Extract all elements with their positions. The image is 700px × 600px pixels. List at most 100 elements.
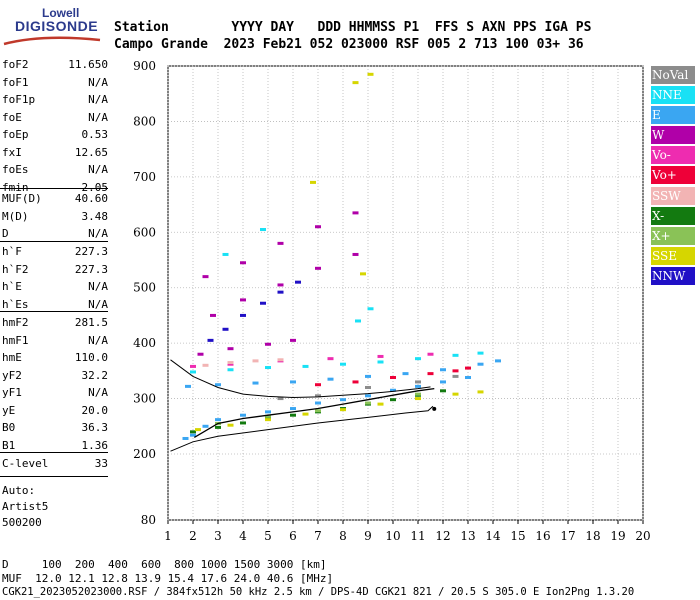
x-tick-label: 2	[189, 529, 197, 543]
param-row: M(D) 3.48	[2, 210, 108, 226]
y-tick-label: 80	[141, 513, 156, 527]
param-value: 11.650	[68, 58, 108, 71]
scatter-point	[402, 372, 409, 376]
param-name: foF2	[2, 58, 29, 71]
scatter-point	[452, 353, 459, 357]
legend-item: X+	[651, 226, 695, 245]
scatter-point	[210, 313, 216, 317]
param-value: 0.53	[81, 128, 109, 141]
logo-digisonde-text: DIGISONDE	[15, 18, 99, 34]
param-name: B0	[2, 421, 16, 434]
scatter-point	[240, 261, 246, 265]
scatter-point	[352, 380, 359, 384]
scatter-point	[340, 362, 346, 366]
param-row: fxI 12.65	[2, 146, 108, 162]
scatter-point	[427, 372, 434, 376]
x-tick-label: 9	[364, 529, 372, 543]
param-row: yF1 N/A	[2, 386, 108, 402]
scatter-point	[240, 413, 246, 417]
y-tick-label: 500	[133, 281, 156, 295]
param-row: hmF2 281.5	[2, 316, 108, 332]
autoscale-label: Auto:	[2, 484, 36, 497]
param-row: h`E N/A	[2, 280, 108, 296]
x-tick-label: 8	[339, 529, 347, 543]
scatter-point	[310, 180, 316, 184]
scatter-point	[195, 428, 201, 432]
param-value: N/A	[88, 163, 108, 176]
param-row: hmE 110.0	[2, 351, 108, 367]
legend-item: Vo+	[651, 166, 695, 185]
scatter-point	[315, 266, 321, 270]
param-name: foEs	[2, 163, 29, 176]
scatter-point	[365, 394, 371, 398]
scatter-point	[495, 359, 501, 363]
digisonde-logo: Lowell DIGISONDE	[2, 6, 106, 46]
param-name: yF2	[2, 368, 22, 382]
scatter-point	[190, 430, 196, 434]
scatter-point	[202, 363, 209, 367]
param-value: 20.0	[81, 403, 109, 417]
param-divider	[0, 452, 108, 453]
param-row: hmF1 N/A	[2, 334, 108, 350]
x-tick-label: 1	[164, 529, 172, 543]
param-value: 1.36	[81, 438, 109, 452]
param-row: yF2 32.2	[2, 369, 108, 385]
scatter-point	[295, 280, 301, 284]
param-name: D	[2, 227, 9, 240]
x-tick-label: 12	[435, 529, 450, 543]
scatter-point	[190, 364, 196, 368]
param-divider	[0, 241, 108, 242]
scatter-point	[365, 374, 371, 378]
scatter-point	[227, 368, 234, 372]
param-value: 227.3	[74, 245, 108, 258]
footer-file-info: CGK21_2023052023000.RSF / 384fx512h 50 k…	[2, 586, 635, 598]
bottom-trace-curve	[170, 405, 434, 452]
scatter-point	[277, 241, 284, 245]
legend-item: Vo-	[651, 146, 695, 165]
param-row: foF1 N/A	[2, 76, 108, 92]
param-value: N/A	[88, 280, 108, 293]
legend-item: SSW	[651, 186, 695, 205]
x-tick-label: 13	[460, 529, 475, 543]
param-value: N/A	[88, 386, 108, 399]
param-name: C-level	[2, 457, 49, 470]
legend-item: W	[651, 126, 695, 145]
scatter-point	[222, 252, 229, 256]
scatter-point	[365, 401, 371, 405]
param-value: 40.60	[74, 192, 108, 205]
scatter-point	[260, 228, 266, 232]
virtual-height-trace	[170, 359, 431, 399]
param-row: MUF(D) 40.60	[2, 192, 108, 208]
param-name: B1	[2, 438, 16, 452]
scatter-point	[327, 377, 334, 381]
scatter-point	[240, 421, 246, 425]
param-value: N/A	[88, 297, 108, 311]
param-name: hmF1	[2, 333, 29, 347]
param-row: B1 1.36	[2, 439, 108, 455]
x-tick-label: 4	[239, 529, 247, 543]
scatter-point	[227, 347, 234, 351]
param-name: h`F	[2, 245, 22, 258]
param-value: N/A	[88, 93, 108, 106]
x-tick-label: 17	[560, 529, 575, 543]
scatter-point	[340, 408, 346, 412]
param-name: MUF(D)	[2, 192, 42, 205]
scatter-point	[477, 362, 484, 366]
param-value: 36.3	[81, 421, 109, 434]
scatter-point	[465, 376, 471, 380]
scatter-point	[290, 407, 296, 411]
param-name: foE	[2, 110, 22, 124]
scatter-point	[240, 298, 246, 302]
param-value: 227.3	[74, 262, 108, 276]
scatter-point	[415, 397, 421, 401]
scatter-point	[315, 225, 321, 229]
scatter-point	[227, 423, 234, 427]
param-name: fxI	[2, 145, 22, 159]
param-name: hmF2	[2, 316, 29, 329]
x-tick-label: 19	[610, 529, 625, 543]
legend-item: NNW	[651, 266, 695, 285]
legend: NoVal NNE E W Vo- Vo+ SSW X- X+ SSE NNW	[651, 66, 695, 287]
legend-item: NoVal	[651, 66, 695, 84]
param-name: hmE	[2, 351, 22, 364]
scatter-point	[315, 394, 321, 398]
